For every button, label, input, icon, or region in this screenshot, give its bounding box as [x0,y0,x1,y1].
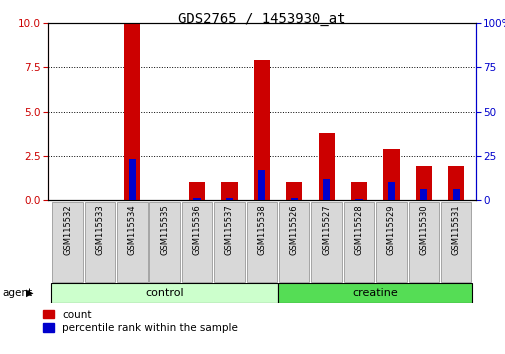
FancyBboxPatch shape [278,283,472,303]
Text: GSM115531: GSM115531 [451,204,460,255]
FancyBboxPatch shape [52,202,82,281]
Legend: count, percentile rank within the sample: count, percentile rank within the sample [43,310,237,333]
Text: GSM115530: GSM115530 [419,204,427,255]
Bar [350,182,367,200]
Text: GSM115536: GSM115536 [192,204,201,255]
Bar [447,166,464,200]
Bar [451,189,459,200]
FancyBboxPatch shape [311,202,341,281]
Bar [355,199,362,200]
Text: GSM115528: GSM115528 [354,204,363,255]
FancyBboxPatch shape [375,202,406,281]
FancyBboxPatch shape [278,202,309,281]
Text: control: control [145,288,184,298]
FancyBboxPatch shape [51,283,278,303]
Text: GSM115535: GSM115535 [160,204,169,255]
Text: GSM115526: GSM115526 [289,204,298,255]
Bar [124,23,140,200]
Bar [188,182,205,200]
Bar [258,170,265,200]
FancyBboxPatch shape [343,202,374,281]
Text: GSM115533: GSM115533 [95,204,104,255]
Bar [221,182,237,200]
FancyBboxPatch shape [84,202,115,281]
Text: GDS2765 / 1453930_at: GDS2765 / 1453930_at [178,12,345,27]
Bar [419,189,427,200]
Bar [286,182,302,200]
FancyBboxPatch shape [408,202,438,281]
FancyBboxPatch shape [440,202,471,281]
Text: GSM115537: GSM115537 [225,204,233,255]
Bar [253,60,270,200]
Bar [193,198,200,200]
Bar [322,179,330,200]
FancyBboxPatch shape [149,202,180,281]
Bar [290,198,297,200]
Text: GSM115527: GSM115527 [322,204,330,255]
Bar [318,133,334,200]
Text: agent: agent [3,288,33,298]
Bar [415,166,431,200]
Bar [387,182,394,200]
Text: creatine: creatine [351,288,397,298]
FancyBboxPatch shape [181,202,212,281]
Bar [128,159,136,200]
Bar [225,198,233,200]
Text: GSM115532: GSM115532 [63,204,72,255]
Text: ▶: ▶ [26,288,34,298]
Text: GSM115538: GSM115538 [257,204,266,255]
FancyBboxPatch shape [214,202,244,281]
Bar [383,149,399,200]
Text: GSM115529: GSM115529 [386,204,395,255]
FancyBboxPatch shape [117,202,147,281]
Text: GSM115534: GSM115534 [128,204,136,255]
FancyBboxPatch shape [246,202,277,281]
